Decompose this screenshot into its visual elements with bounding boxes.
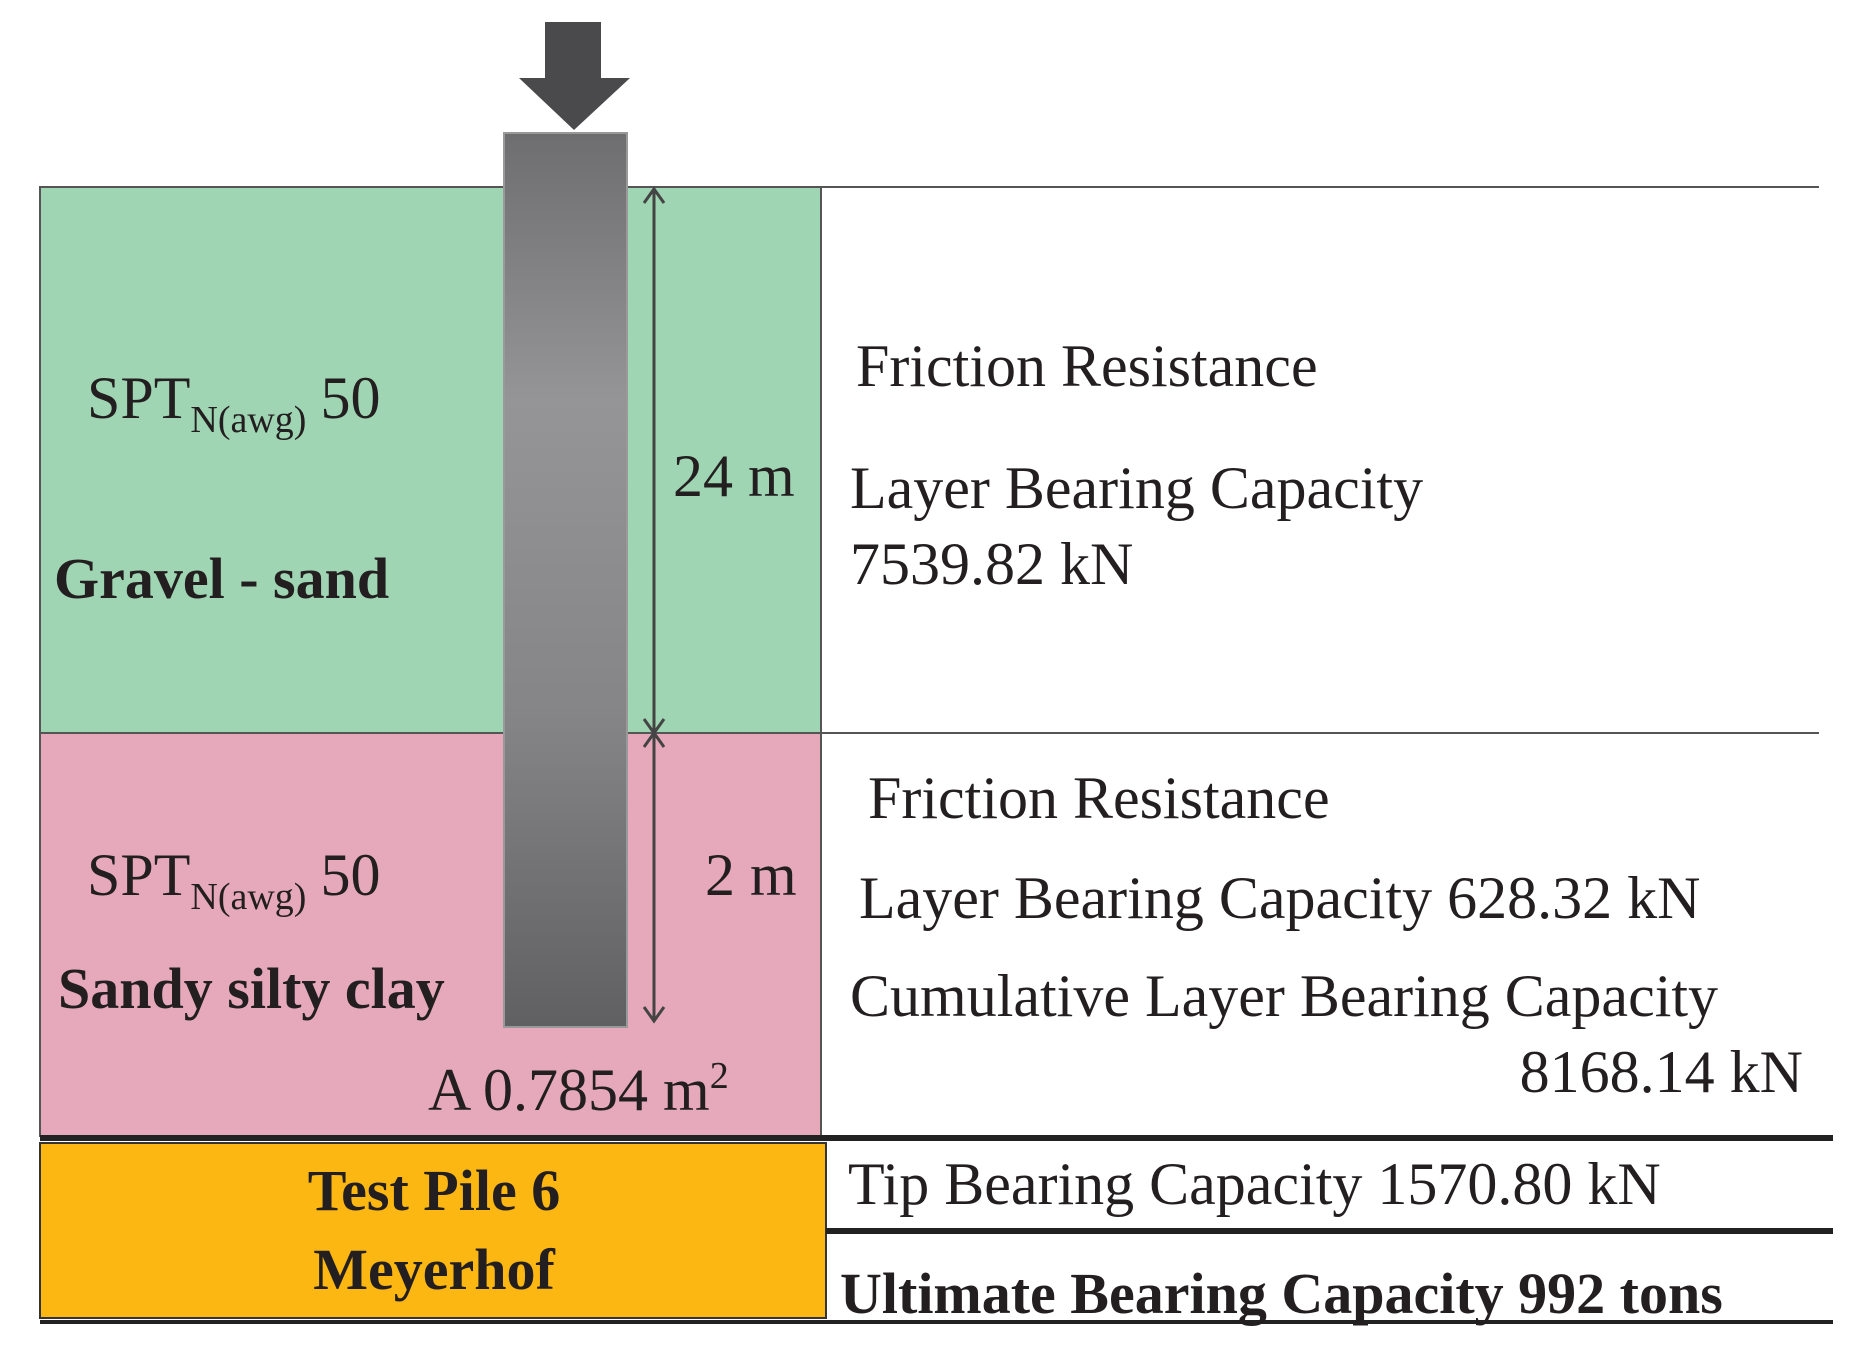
ultimate-capacity: Ultimate Bearing Capacity 992 tons xyxy=(840,1261,1723,1326)
spt: SPT xyxy=(87,365,190,431)
area-sup: 2 xyxy=(710,1055,729,1097)
spt-label: SPTN(awg) 50 xyxy=(87,842,380,918)
result: Layer Bearing Capacity 628.32 kN xyxy=(859,865,1700,931)
spt-value: 50 xyxy=(320,365,380,431)
spt-sub: N(awg) xyxy=(190,399,306,441)
spt-label: SPTN(awg) 50 xyxy=(87,365,380,441)
area-text: A 0.7854 m xyxy=(428,1057,710,1123)
tip-capacity: Tip Bearing Capacity 1570.80 kN xyxy=(848,1151,1661,1217)
thickness: 2 m xyxy=(705,842,797,908)
soil-name: Sandy silty clay xyxy=(58,956,445,1021)
thickness: 24 m xyxy=(673,443,795,509)
dimension-lines xyxy=(642,186,666,1024)
pile-method: Meyerhof xyxy=(313,1237,555,1302)
gravel-layer xyxy=(39,186,822,734)
load-arrow xyxy=(519,22,630,130)
result: Layer Bearing Capacity xyxy=(850,455,1423,521)
spt-sub: N(awg) xyxy=(190,876,306,918)
result: Friction Resistance xyxy=(856,333,1318,399)
pile-label-box xyxy=(39,1142,827,1319)
result: Friction Resistance xyxy=(868,765,1330,831)
spt-value: 50 xyxy=(320,842,380,908)
result: Cumulative Layer Bearing Capacity xyxy=(850,963,1718,1029)
spt: SPT xyxy=(87,842,190,908)
area: A 0.7854 m2 xyxy=(428,1055,729,1123)
result: 8168.14 kN xyxy=(1520,1039,1803,1105)
result: 7539.82 kN xyxy=(850,531,1133,597)
pile xyxy=(503,132,628,1028)
pile-name: Test Pile 6 xyxy=(308,1158,560,1223)
clay-layer xyxy=(39,732,822,1137)
soil-name: Gravel - sand xyxy=(54,546,389,611)
